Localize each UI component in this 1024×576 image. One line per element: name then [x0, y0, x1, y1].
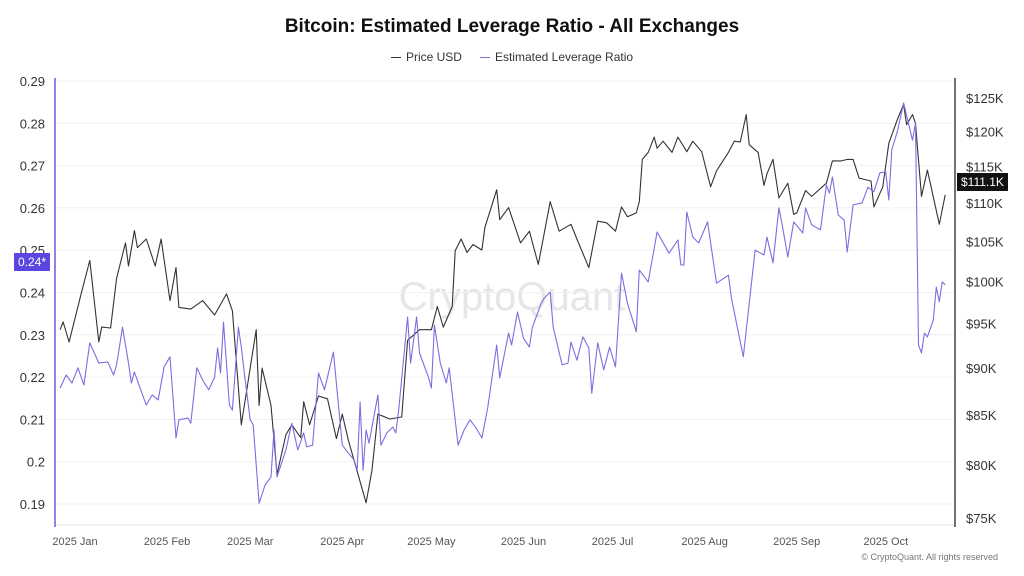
right-tick-label: $120K	[966, 125, 1004, 140]
left-tick-label: 0.2	[27, 455, 45, 470]
right-tick-label: $110K	[966, 196, 1003, 211]
legend-item-ratio[interactable]: Estimated Leverage Ratio	[479, 50, 634, 64]
left-tick-label: 0.28	[20, 116, 45, 131]
right-tick-label: $90K	[966, 361, 997, 376]
left-tick-label: 0.26	[20, 201, 45, 216]
x-tick-label: 2025 Jul	[592, 536, 634, 548]
legend-label-ratio: Estimated Leverage Ratio	[494, 50, 634, 64]
price-line	[59, 104, 946, 504]
legend-item-price[interactable]: Price USD	[390, 50, 462, 64]
right-tick-label: $100K	[966, 274, 1004, 289]
x-tick-label: 2025 Aug	[681, 536, 728, 548]
x-tick-label: 2025 Oct	[863, 536, 908, 548]
current-ratio-badge: 0.24*	[14, 253, 51, 271]
legend-label-price: Price USD	[405, 50, 462, 64]
left-tick-label: 0.23	[20, 328, 45, 343]
leverage-ratio-line	[59, 102, 946, 504]
right-tick-label: $85K	[966, 408, 997, 423]
left-tick-label: 0.19	[20, 497, 45, 512]
x-tick-label: 2025 Mar	[227, 536, 274, 548]
left-tick-label: 0.24	[20, 286, 45, 301]
right-tick-label: $125K	[966, 91, 1004, 106]
chart-title: Bitcoin: Estimated Leverage Ratio - All …	[284, 16, 740, 37]
legend: Price USD Estimated Leverage Ratio	[0, 50, 1024, 64]
right-tick-label: $75K	[966, 511, 997, 526]
x-tick-label: 2025 Apr	[320, 536, 364, 548]
x-tick-label: 2025 Jan	[52, 536, 97, 548]
ratio-swatch	[479, 56, 490, 58]
left-tick-label: 0.27	[20, 159, 45, 174]
right-tick-label: $115K	[966, 160, 1003, 175]
x-tick-label: 2025 Sep	[773, 536, 820, 548]
x-tick-label: 2025 May	[407, 536, 456, 548]
right-tick-label: $105K	[966, 234, 1004, 249]
left-tick-label: 0.29	[20, 74, 45, 89]
left-tick-label: 0.22	[20, 370, 45, 385]
x-tick-label: 2025 Feb	[144, 536, 190, 548]
right-tick-label: $95K	[966, 317, 997, 332]
price-swatch	[390, 56, 401, 58]
left-tick-label: 0.21	[20, 412, 45, 427]
current-price-badge: $111.1K	[957, 173, 1008, 191]
right-tick-label: $80K	[966, 458, 997, 473]
x-tick-label: 2025 Jun	[501, 536, 546, 548]
copyright: © CryptoQuant. All rights reserved	[861, 552, 998, 562]
